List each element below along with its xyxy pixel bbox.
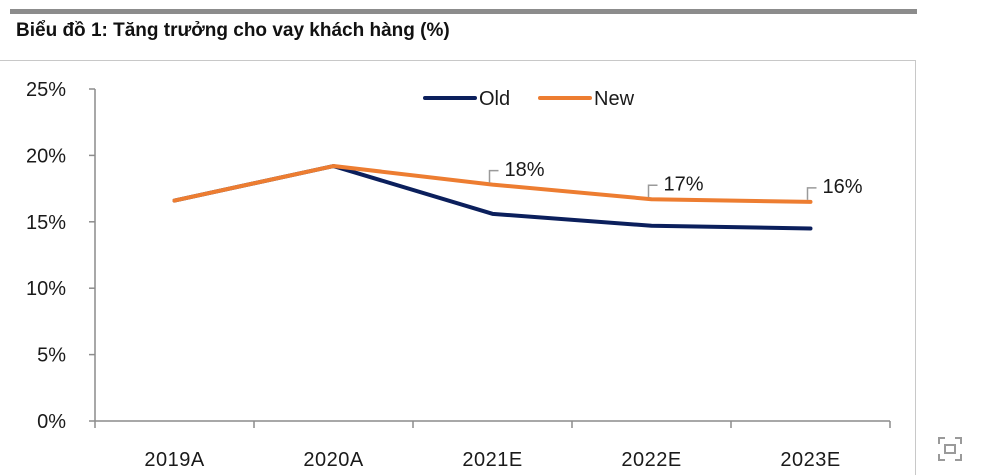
callout-leader [649,185,658,197]
y-tick-label: 15% [26,212,66,234]
x-tick-label: 2019A [144,449,204,471]
y-tick-label: 5% [37,345,66,367]
y-tick-label: 25% [26,79,66,101]
y-tick-label: 10% [26,278,66,300]
y-tick-label: 0% [37,411,66,433]
callout-leader [808,188,817,200]
x-tick-label: 2021E [462,449,522,471]
x-tick-label: 2020A [303,449,363,471]
y-tick-label: 20% [26,145,66,167]
data-label: 16% [823,176,863,198]
data-label: 18% [505,159,545,181]
legend-label-old: Old [479,88,510,110]
series-line-new [175,166,811,202]
line-chart: 0% 5% 10% 15% 20% 25% 2019A 2020A 2021E 2022E 2023… [0,0,981,475]
callout-leader [490,171,499,183]
x-tick-label: 2022E [621,449,681,471]
data-label: 17% [664,174,704,196]
series-line-old [175,166,811,228]
x-tick-label: 2023E [780,449,840,471]
fullscreen-icon[interactable] [937,436,963,462]
legend-label-new: New [594,88,635,110]
